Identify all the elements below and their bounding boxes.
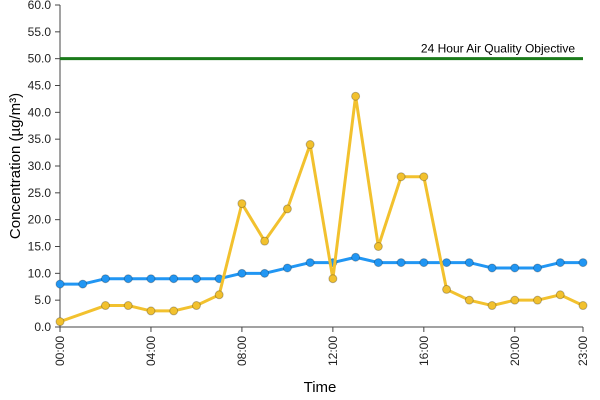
series-1-point	[55, 279, 65, 289]
series-2-point	[396, 172, 406, 182]
series-2-point	[191, 301, 201, 311]
x-tick-label: 08:00	[235, 336, 249, 366]
series-2-point	[100, 301, 110, 311]
series-2-point	[146, 306, 156, 316]
series-1-point	[533, 263, 543, 273]
series-2-point	[487, 301, 497, 311]
series-2-point	[373, 242, 383, 251]
series-1-point	[123, 274, 133, 284]
y-tick-label: 15.0	[28, 240, 52, 254]
y-tick-label: 60.0	[28, 0, 52, 12]
series-2-point	[442, 284, 452, 294]
series-2-point	[533, 295, 543, 305]
y-tick-label: 45.0	[28, 79, 52, 93]
series-2-point	[510, 295, 520, 305]
objective-line-group: 24 Hour Air Quality Objective	[60, 42, 583, 61]
series-1-point	[78, 279, 88, 289]
x-tick-label: 00:00	[53, 336, 67, 366]
x-axis-title: Time	[304, 379, 337, 396]
series-2-point	[214, 290, 224, 300]
objective-label: 24 Hour Air Quality Objective	[421, 42, 575, 56]
series-1-point	[282, 263, 292, 273]
y-tick-label: 5.0	[34, 293, 51, 307]
y-tick-label: 40.0	[28, 105, 52, 119]
y-tick-label: 10.0	[28, 266, 52, 280]
y-tick-label: 25.0	[28, 186, 52, 200]
y-tick-label: 55.0	[28, 25, 52, 39]
series-1-point	[191, 274, 201, 284]
x-tick-labels: 00:00 04:00 08:00 12:00 16:00 20:00 23:00	[53, 327, 590, 366]
series-2-point	[464, 295, 474, 305]
x-tick-label: 20:00	[508, 336, 522, 366]
series-1-point	[442, 258, 452, 268]
series-1-point	[555, 258, 565, 268]
y-tick-label: 50.0	[28, 52, 52, 66]
series-2-point	[351, 91, 361, 101]
y-tick-label: 30.0	[28, 159, 52, 173]
series-1-point	[169, 274, 179, 284]
series-1-point	[237, 268, 247, 278]
series-1-point	[510, 263, 520, 273]
y-tick-label: 0.0	[34, 320, 51, 334]
series-2-line	[59, 94, 584, 324]
series-group	[55, 91, 588, 327]
y-axis-title: Concentration (µg/m³)	[7, 93, 24, 239]
series-2-point	[282, 204, 292, 214]
series-1-point	[487, 263, 497, 273]
series-1-point	[419, 258, 429, 268]
series-1-point	[260, 268, 270, 278]
x-tick-label: 23:00	[576, 336, 590, 366]
series-2-point	[260, 236, 270, 246]
series-2-point	[169, 306, 179, 316]
x-tick-label: 12:00	[326, 336, 340, 366]
series-1-point	[396, 258, 406, 268]
series-1-point	[146, 274, 156, 284]
x-tick-label: 16:00	[417, 336, 431, 366]
series-1-point	[373, 258, 383, 268]
y-tick-label: 20.0	[28, 213, 52, 227]
series-2-point	[55, 317, 65, 327]
series-2-point	[578, 301, 588, 311]
series-1-point	[305, 258, 315, 268]
x-tick-label: 04:00	[144, 336, 158, 366]
series-2-point	[123, 301, 133, 311]
series-1	[55, 252, 588, 289]
series-2-point	[237, 199, 247, 209]
series-1-point	[464, 258, 474, 268]
series-2-point	[328, 274, 338, 284]
series-2	[55, 91, 588, 327]
series-2-point	[305, 140, 315, 150]
y-tick-labels: 0.0 5.0 10.0 15.0 20.0 25.0 30.0 35.0 40.0 45.0 50…	[28, 0, 60, 334]
series-1-point	[578, 258, 588, 268]
series-2-point	[419, 172, 429, 182]
series-1-line	[60, 255, 583, 286]
series-2-point	[555, 290, 565, 300]
series-1-point	[351, 252, 361, 262]
series-1-point	[100, 274, 110, 284]
y-tick-label: 35.0	[28, 132, 52, 146]
